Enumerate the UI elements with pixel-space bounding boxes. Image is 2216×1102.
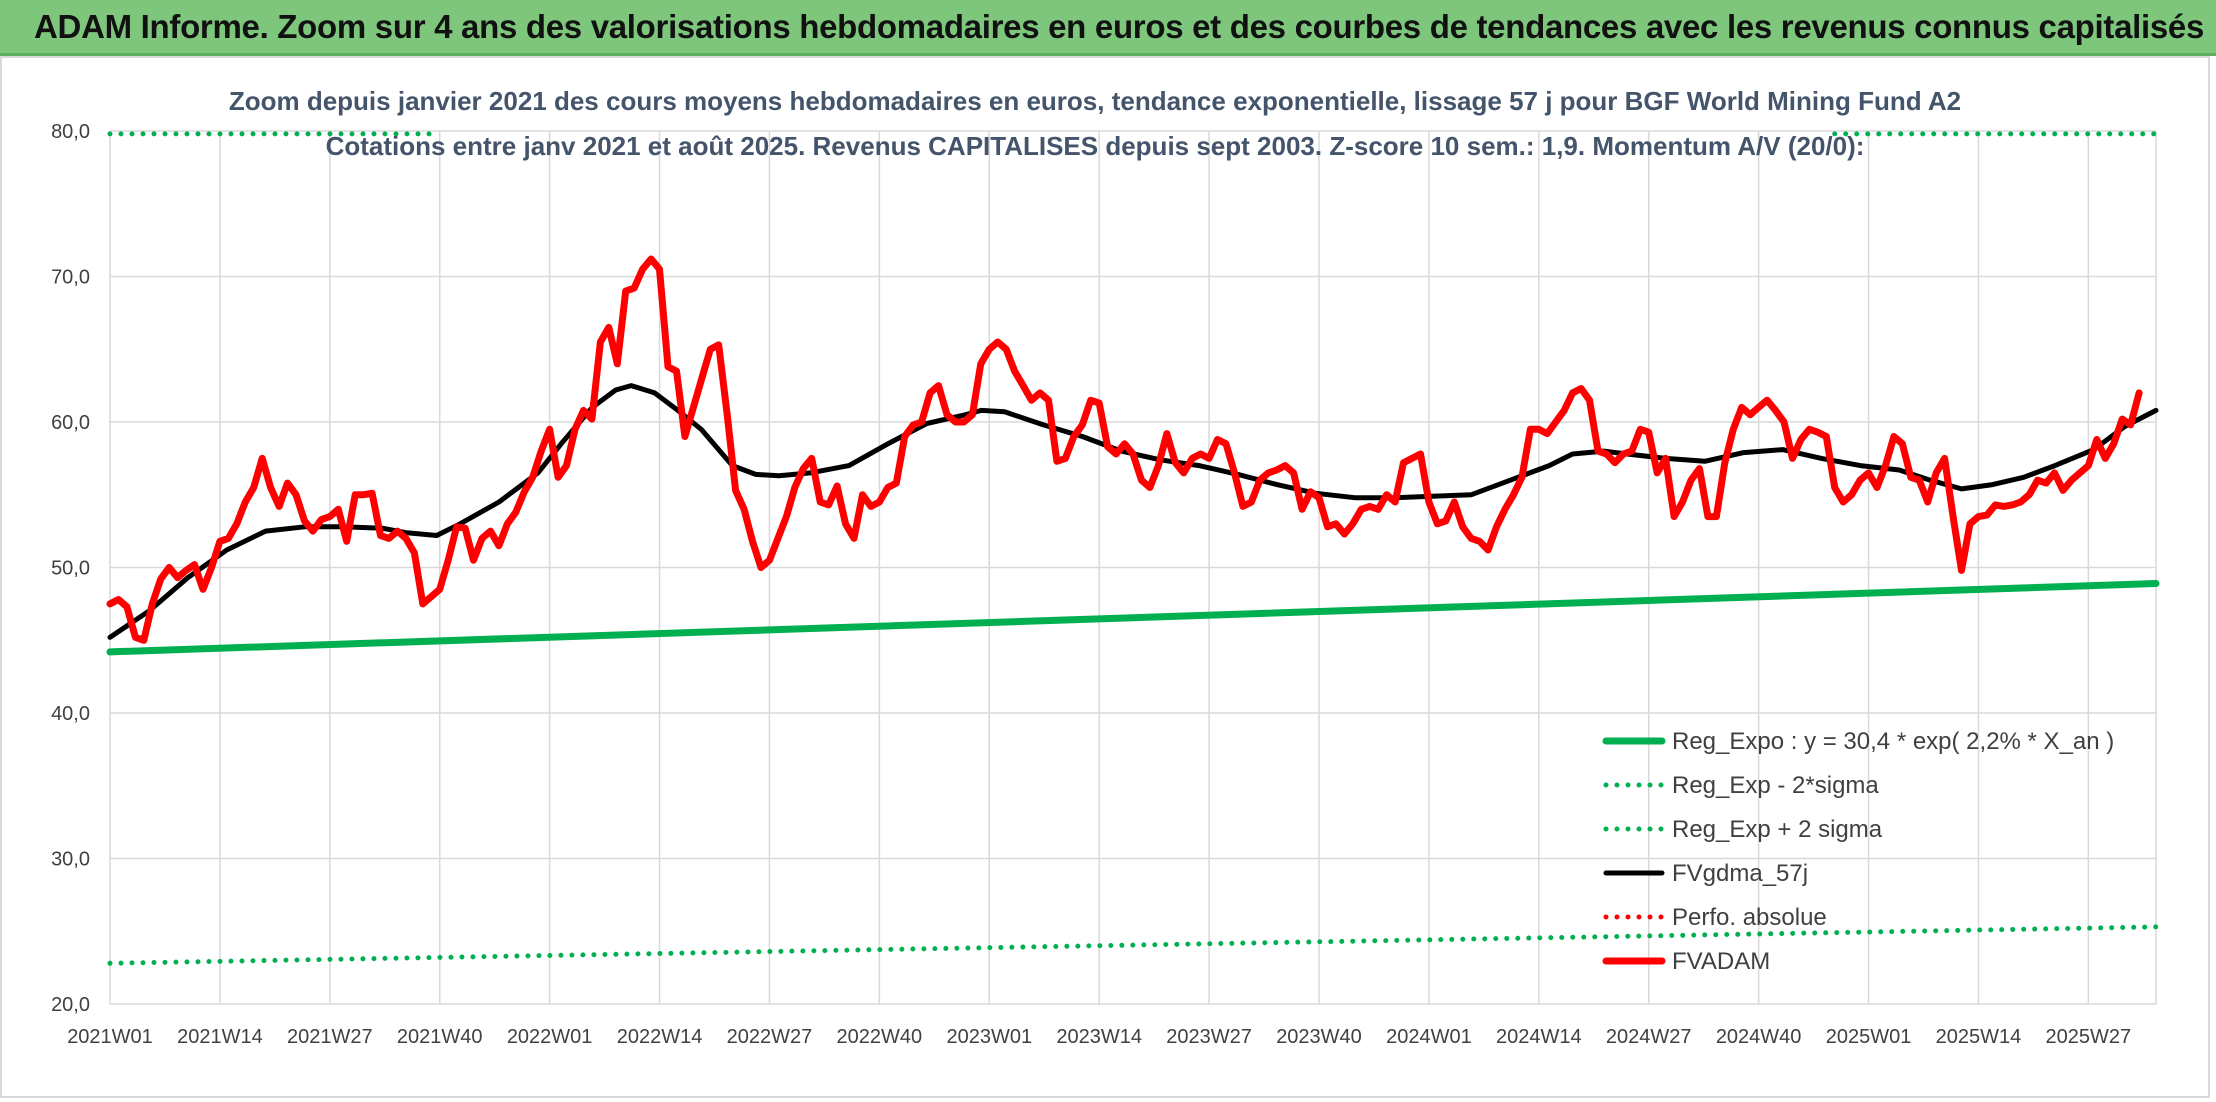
chart-frame <box>0 56 2210 1098</box>
x-tick-label: 2024W01 <box>1386 1026 1472 1048</box>
x-tick-label: 2023W14 <box>1056 1026 1142 1048</box>
chart-title: Zoom depuis janvier 2021 des cours moyen… <box>229 86 1961 116</box>
y-tick-label: 30,0 <box>51 849 90 871</box>
x-tick-label: 2022W14 <box>617 1026 703 1048</box>
y-tick-label: 60,0 <box>51 412 90 434</box>
page-title: ADAM Informe. Zoom sur 4 ans des valoris… <box>34 8 2205 45</box>
x-tick-label: 2024W40 <box>1716 1026 1802 1048</box>
x-tick-label: 2021W01 <box>67 1026 153 1048</box>
legend: Reg_Expo : y = 30,4 * exp( 2,2% * X_an )… <box>1602 728 2114 975</box>
legend-item-reg-exp-plus-label: Reg_Exp + 2 sigma <box>1672 816 1883 843</box>
y-tick-label: 40,0 <box>51 703 90 725</box>
header-banner: ADAM Informe. Zoom sur 4 ans des valoris… <box>0 0 2216 56</box>
x-axis-labels: 2021W01 2021W14 2021W27 2021W40 2022W01 2022W… <box>67 1026 2131 1048</box>
chart-grid <box>109 130 2157 1005</box>
x-tick-label: 2023W01 <box>946 1026 1032 1048</box>
x-tick-label: 2025W01 <box>1826 1026 1912 1048</box>
series-reg-exp-minus-2sigma <box>107 924 2159 966</box>
x-tick-label: 2023W40 <box>1276 1026 1362 1048</box>
x-tick-label: 2022W27 <box>727 1026 813 1048</box>
x-tick-label: 2022W01 <box>507 1026 593 1048</box>
legend-item-reg-exp-minus-label: Reg_Exp - 2*sigma <box>1672 772 1879 799</box>
x-tick-label: 2024W14 <box>1496 1026 1582 1048</box>
series-fvadam <box>106 255 2143 644</box>
y-axis-labels: 20,0 30,0 40,0 50,0 60,0 70,0 80,0 <box>51 121 90 1016</box>
legend-item-perfo-label: Perfo. absolue <box>1672 904 1827 931</box>
legend-item-fvgdma-label: FVgdma_57j <box>1672 860 1808 887</box>
x-tick-label: 2023W27 <box>1166 1026 1252 1048</box>
y-tick-label: 50,0 <box>51 558 90 580</box>
x-tick-label: 2022W40 <box>837 1026 923 1048</box>
y-tick-label: 80,0 <box>51 121 90 143</box>
legend-item-reg-expo-label: Reg_Expo : y = 30,4 * exp( 2,2% * X_an ) <box>1672 728 2114 755</box>
y-tick-label: 20,0 <box>51 994 90 1016</box>
series-fvgdma-57j <box>107 383 2159 640</box>
x-tick-label: 2021W14 <box>177 1026 263 1048</box>
x-tick-label: 2021W40 <box>397 1026 483 1048</box>
x-tick-label: 2025W14 <box>1936 1026 2022 1048</box>
x-tick-label: 2025W27 <box>2046 1026 2132 1048</box>
legend-item-fvadam-label: FVADAM <box>1672 948 1770 975</box>
y-tick-label: 70,0 <box>51 267 90 289</box>
series-reg-expo <box>106 580 2160 656</box>
x-tick-label: 2021W27 <box>287 1026 373 1048</box>
series-layer <box>106 131 2160 966</box>
chart-subtitle: Cotations entre janv 2021 et août 2025. … <box>326 131 1865 161</box>
x-tick-label: 2024W27 <box>1606 1026 1692 1048</box>
